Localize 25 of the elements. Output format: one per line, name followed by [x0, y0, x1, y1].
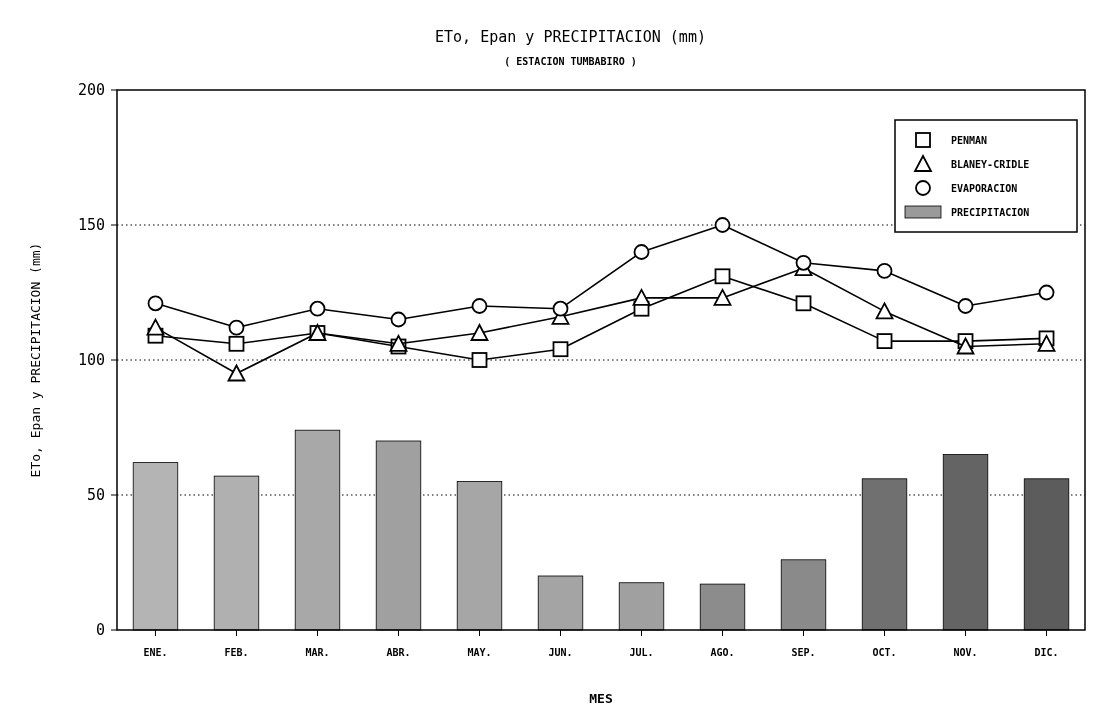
legend-label: PENMAN: [951, 134, 988, 146]
x-tick-label: MAY.: [467, 647, 492, 658]
x-tick-label: DIC.: [1034, 647, 1059, 658]
y-tick-label: 50: [86, 486, 105, 505]
x-tick-label: OCT.: [872, 647, 897, 658]
chart-subtitle: ( ESTACION TUMBABIRO ): [504, 56, 637, 67]
chart-title: ETo, Epan y PRECIPITACION (mm): [435, 28, 706, 46]
x-tick-label: JUN.: [548, 647, 573, 658]
x-tick-label: NOV.: [953, 647, 978, 658]
x-tick-label: AGO.: [710, 647, 735, 658]
x-tick-label: FEB.: [224, 647, 249, 658]
x-tick-label: ABR.: [386, 647, 411, 658]
x-axis-title: MES: [589, 691, 613, 706]
x-tick-label: JUL.: [629, 647, 654, 658]
legend-label: BLANEY-CRIDLE: [951, 158, 1030, 170]
legend-label: PRECIPITACION: [951, 206, 1030, 218]
x-tick-label: SEP.: [791, 647, 816, 658]
y-axis-title: ETo, Epan y PRECIPITACION (mm): [28, 242, 43, 478]
y-tick-label: 200: [77, 81, 105, 100]
x-tick-label: MAR.: [305, 647, 330, 658]
y-tick-label: 150: [77, 216, 105, 235]
x-tick-label: ENE.: [143, 647, 168, 658]
y-tick-label: 0: [95, 621, 105, 640]
y-tick-label: 100: [77, 351, 105, 370]
legend-label: EVAPORACION: [951, 182, 1018, 194]
